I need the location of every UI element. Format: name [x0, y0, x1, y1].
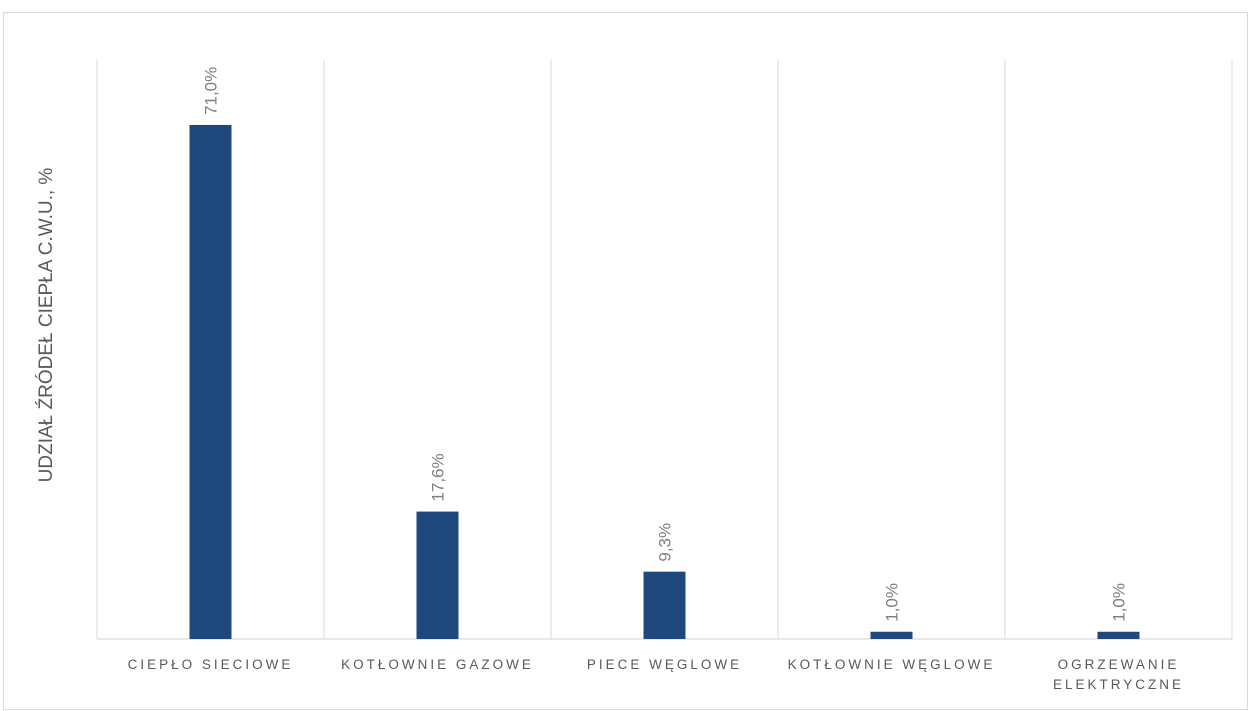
bar [416, 511, 459, 639]
data-label: 71,0% [202, 67, 221, 115]
data-label: 9,3% [656, 523, 675, 562]
category-label: CIEPŁO SIECIOWE [128, 657, 294, 672]
bar [189, 124, 232, 639]
bar [643, 571, 686, 639]
category-label: ELEKTRYCZNE [1053, 677, 1184, 692]
data-labels: 71,0% 17,6% 9,3% 1,0% 1,0% [202, 67, 1129, 622]
y-axis-label: UDZIAŁ ŹRÓDEŁ CIEPŁA C.W.U., % [35, 168, 57, 483]
category-label: KOTŁOWNIE WĘGLOWE [788, 657, 996, 672]
bar [1097, 631, 1140, 639]
bar [870, 631, 913, 639]
data-label: 17,6% [429, 453, 448, 501]
category-labels: CIEPŁO SIECIOWE KOTŁOWNIE GAZOWE PIECE WĘG… [128, 657, 1184, 692]
data-label: 1,0% [1110, 583, 1129, 622]
data-label: 1,0% [883, 583, 902, 622]
bars [189, 124, 1140, 639]
category-label: KOTŁOWNIE GAZOWE [341, 657, 534, 672]
category-label: PIECE WĘGLOWE [587, 657, 742, 672]
category-label: OGRZEWANIE [1058, 657, 1180, 672]
